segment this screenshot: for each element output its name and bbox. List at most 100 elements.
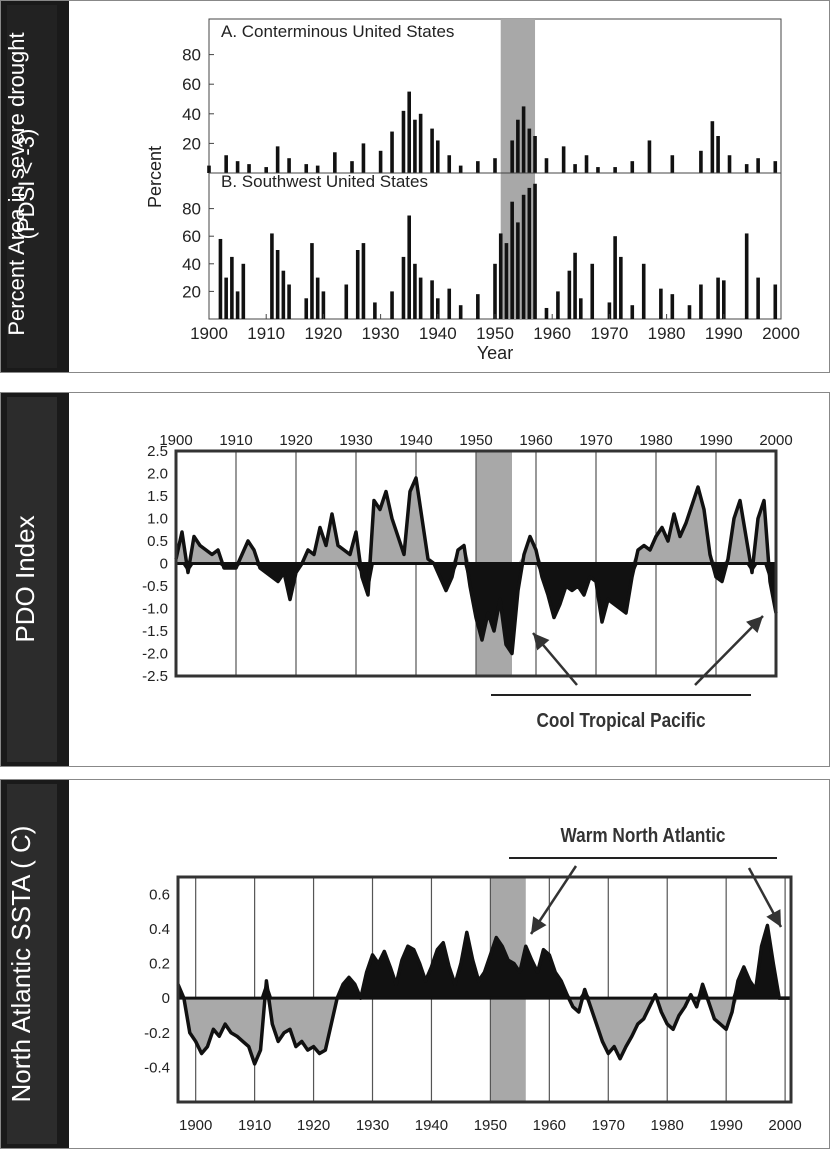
drought-bar xyxy=(773,284,778,319)
ssta-chart: 0.6 0.4 0.2 0 -0.2 -0.4 1900 1910 1920 1930 1940 19… xyxy=(144,824,802,1134)
y-tick-label: 80 xyxy=(182,200,201,219)
drought-bar xyxy=(630,161,635,173)
drought-bar xyxy=(722,280,726,319)
y-tick-label: 0 xyxy=(162,990,170,1007)
x-tick-label: 1940 xyxy=(399,432,432,449)
annotation-arrow xyxy=(694,615,764,686)
drought-bar xyxy=(458,165,463,173)
x-tick-label: 1980 xyxy=(648,324,686,343)
drought-bar xyxy=(407,215,411,319)
drought-bar xyxy=(413,263,417,319)
drought-bar xyxy=(596,167,600,173)
drought-bar xyxy=(744,164,749,173)
drought-bar xyxy=(699,284,703,319)
drought-bar xyxy=(264,167,268,173)
y-tick-label: 40 xyxy=(182,255,201,274)
y-tick-label: 20 xyxy=(182,134,201,153)
x-tick-label: 1900 xyxy=(179,1117,212,1134)
drought-bar xyxy=(281,270,286,319)
drought-bar xyxy=(430,128,434,173)
x-tick-label: 1960 xyxy=(533,1117,566,1134)
x-tick-label: 1960 xyxy=(519,432,552,449)
drought-bar xyxy=(659,288,663,319)
drought-bar xyxy=(493,158,497,173)
x-tick-label: 1930 xyxy=(356,1117,389,1134)
drought-bar xyxy=(270,233,274,319)
drought-bar xyxy=(333,152,337,173)
drought-bar xyxy=(310,243,314,319)
annotation-label: Warm North Atlantic xyxy=(561,824,726,847)
y-tick-label: 0.2 xyxy=(149,956,170,973)
x-tick-label: 1990 xyxy=(699,432,732,449)
drought-bar xyxy=(355,250,360,319)
pdo-panel: PDO Index 2.5 2.0 1.5 1.0 0.5 0 -0.5 -1.0 -1.5 -2… xyxy=(0,392,830,767)
drought-bar xyxy=(315,277,320,319)
x-tick-label: 1970 xyxy=(579,432,612,449)
drought-bar xyxy=(493,263,497,319)
drought-bar xyxy=(413,119,417,173)
drought-bar xyxy=(516,222,520,319)
drought-bar xyxy=(430,280,434,319)
drought-bar xyxy=(241,263,246,319)
y-tick-label: 80 xyxy=(182,46,201,65)
x-tick-label: 1980 xyxy=(651,1117,684,1134)
drought-bar xyxy=(390,131,394,173)
y-tick-label: -2.5 xyxy=(142,668,168,685)
drought-bar xyxy=(641,263,646,319)
drought-bar xyxy=(527,128,532,173)
drought-bar xyxy=(304,164,309,173)
y-tick-label: 0.6 xyxy=(149,886,170,903)
y-tick-label: 1.5 xyxy=(147,488,168,505)
drought-panel: Percent Area in severe drought (PDSI < -… xyxy=(0,0,830,373)
pdo-sidebar: PDO Index xyxy=(1,393,69,766)
drought-bar xyxy=(407,91,411,173)
drought-bar xyxy=(373,302,377,319)
ssta-panel: North Atlantic SSTA ( C) 0.6 0.4 0.2 0 -0.2 -… xyxy=(0,779,830,1149)
drought-bar xyxy=(247,164,251,173)
y-tick-label: 20 xyxy=(182,282,201,301)
x-tick-label: 1910 xyxy=(219,432,252,449)
drought-bar xyxy=(744,233,749,319)
x-tick-label: 1950 xyxy=(459,432,492,449)
drought-bar xyxy=(521,194,526,319)
drought-bar xyxy=(613,167,617,173)
drought-bar xyxy=(516,119,520,173)
drought-bar xyxy=(287,158,291,173)
drought-bar xyxy=(401,110,406,173)
drought-bar xyxy=(619,256,623,319)
drought-bar xyxy=(476,161,480,173)
plot-frame xyxy=(176,875,793,1104)
drought-bar xyxy=(687,305,692,319)
drought-sidebar: Percent Area in severe drought (PDSI < -… xyxy=(1,1,69,372)
drought-bar xyxy=(573,252,577,319)
drought-bar xyxy=(218,238,223,319)
x-tick-label: 1950 xyxy=(476,324,514,343)
x-tick-label: 1930 xyxy=(339,432,372,449)
x-tick-label: 1920 xyxy=(297,1117,330,1134)
drought-bar xyxy=(224,155,228,173)
ssta-sidebar: North Atlantic SSTA ( C) xyxy=(1,780,69,1148)
drought-bar xyxy=(235,161,240,173)
drought-bar xyxy=(390,291,394,319)
drought-bar xyxy=(579,298,583,319)
drought-bar xyxy=(235,291,240,319)
annotation-arrowhead xyxy=(766,909,781,927)
y-tick-label: -0.2 xyxy=(144,1025,170,1042)
annotation-arrowhead xyxy=(533,633,550,651)
y-tick-label: 2.5 xyxy=(147,443,168,460)
drought-bar xyxy=(401,256,406,319)
drought-bar xyxy=(773,161,778,173)
y-tick-label: -2.0 xyxy=(142,646,168,663)
drought-bar xyxy=(510,201,514,319)
drought-bar xyxy=(716,277,720,319)
drought-bar xyxy=(561,146,566,173)
y-tick-label: -0.4 xyxy=(144,1059,170,1076)
x-tick-label: 2000 xyxy=(762,324,800,343)
subplot-label: B. Southwest United States xyxy=(221,172,428,191)
drought-bar xyxy=(544,307,549,319)
drought-bar xyxy=(275,250,280,319)
drought-bar xyxy=(447,155,452,173)
x-tick-label: 1960 xyxy=(533,324,571,343)
x-axis-label: Year xyxy=(477,343,513,363)
drought-bar xyxy=(756,158,760,173)
